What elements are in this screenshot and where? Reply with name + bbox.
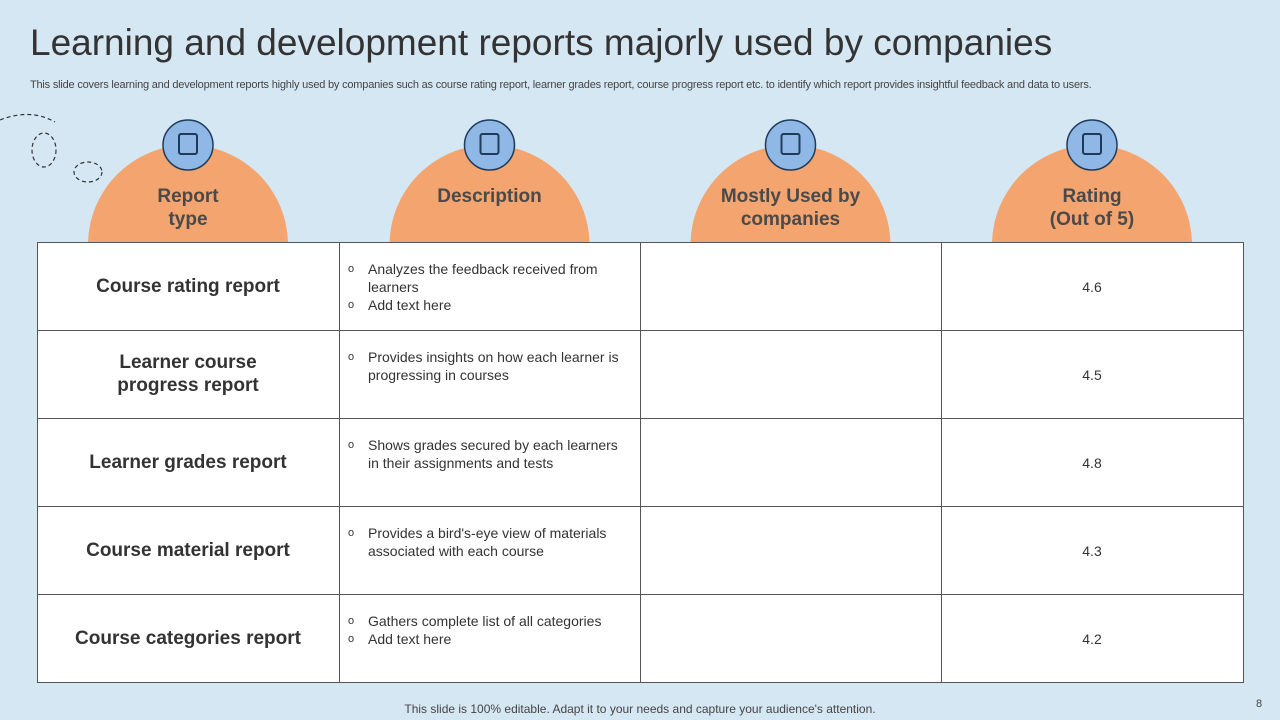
icon-glyph (178, 133, 198, 155)
header-arc (389, 145, 590, 242)
row-name: Course rating report (37, 242, 339, 330)
bullet-list: Analyzes the feedback received from lear… (348, 260, 623, 314)
table-cell (640, 242, 942, 331)
header-icon (1066, 119, 1118, 171)
row-name-text: Course rating report (96, 275, 280, 297)
table-cell (37, 506, 340, 595)
header-label: Description (437, 186, 542, 207)
bullet-list: Provides insights on how each learner is… (348, 348, 623, 384)
bullet-list: Provides a bird's-eye view of materials … (348, 524, 623, 560)
row-name-text: Learner grades report (89, 451, 287, 473)
icon-glyph (479, 133, 500, 155)
header-arc (690, 145, 891, 242)
table-cell (941, 594, 1244, 683)
table-cell (37, 418, 340, 507)
description: Analyzes the feedback received from lear… (348, 260, 623, 314)
header-label: Mostly Used by companies (720, 186, 861, 230)
bullet: Provides insights on how each learner is… (348, 348, 623, 384)
description: Shows grades secured by each learners in… (348, 436, 623, 472)
bullet: Gathers complete list of all categories (348, 612, 623, 630)
rating-value: 4.2 (1082, 631, 1102, 647)
page-number: 8 (1256, 698, 1263, 710)
bullet-list: Shows grades secured by each learners in… (348, 436, 623, 472)
row-name-text: Course material report (86, 539, 290, 561)
header-arc (88, 145, 288, 242)
header-icon (764, 119, 817, 171)
bullet-list: Gathers complete list of all categoriesA… (348, 612, 623, 648)
header-label: Rating (Out of 5) (1049, 186, 1135, 230)
header-arc (992, 145, 1192, 242)
row-name: Learner course progress report (37, 330, 339, 418)
dashed-swirl (0, 113, 103, 183)
subtitle: This slide covers learning and developme… (30, 79, 1092, 91)
bullet: Add text here (348, 630, 623, 648)
table-cell (640, 418, 942, 507)
bullet: Shows grades secured by each learners in… (348, 436, 623, 472)
description: Provides insights on how each learner is… (348, 348, 623, 384)
bullet: Provides a bird's-eye view of materials … (348, 524, 623, 560)
header-label: Report type (157, 186, 219, 230)
table-cell (941, 330, 1244, 419)
bullet: Analyzes the feedback received from lear… (348, 260, 623, 296)
icon-glyph (780, 133, 801, 155)
table-cell (640, 594, 942, 683)
description: Gathers complete list of all categoriesA… (348, 612, 623, 648)
header-icon (162, 119, 214, 171)
bullet: Add text here (348, 296, 623, 314)
row-name: Course categories report (37, 594, 339, 682)
rating-value: 4.8 (1082, 455, 1102, 471)
rating-value: 4.6 (1082, 279, 1102, 295)
table-cell (37, 594, 340, 683)
table-cell (37, 242, 340, 331)
table-cell (941, 506, 1244, 595)
header-icon (463, 119, 516, 171)
row-name-text: Course categories report (75, 627, 301, 649)
row-name: Course material report (37, 506, 339, 594)
row-name: Learner grades report (37, 418, 339, 506)
table-cell (640, 330, 942, 419)
description: Provides a bird's-eye view of materials … (348, 524, 623, 560)
table-cell (640, 506, 942, 595)
icon-glyph (1082, 133, 1102, 155)
row-name-text: Learner course progress report (117, 352, 259, 396)
rating-value: 4.5 (1082, 367, 1102, 383)
footer-note: This slide is 100% editable. Adapt it to… (404, 702, 876, 716)
title: Learning and development reports majorly… (30, 22, 1053, 63)
table-cell (941, 418, 1244, 507)
rating-value: 4.3 (1082, 543, 1102, 559)
